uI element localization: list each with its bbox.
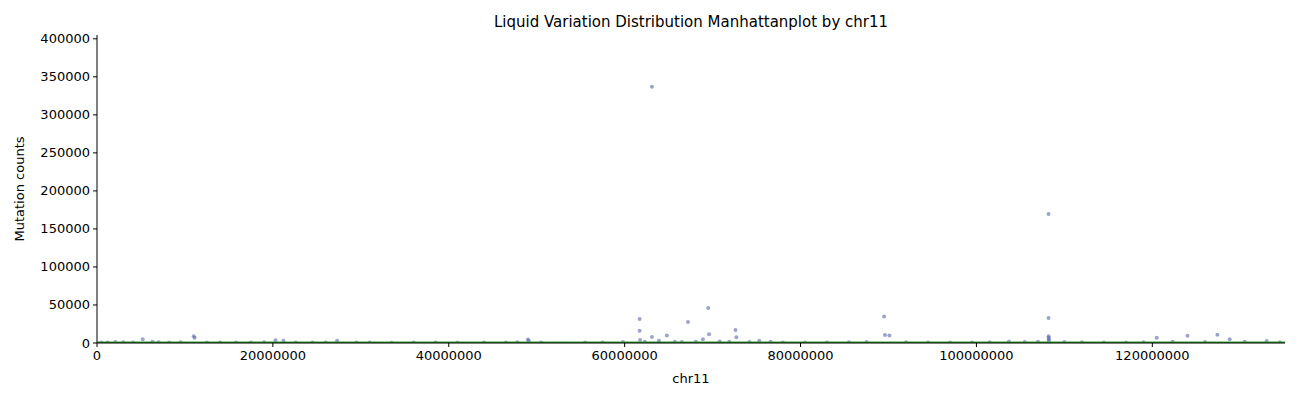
point [1215,333,1219,337]
point [882,314,886,318]
y-tick [93,76,97,77]
x-axis-line [97,343,1285,344]
x-tick-label: 80000000 [767,348,833,363]
x-tick [976,343,977,347]
x-tick-label: 40000000 [416,348,482,363]
point [883,333,887,337]
x-tick [624,343,625,347]
point [686,320,690,324]
point [650,335,654,339]
y-tick-label: 0 [82,336,90,351]
x-tick-label: 0 [93,348,101,363]
x-tick-label: 120000000 [1115,348,1189,363]
x-tick [800,343,801,347]
point [638,338,642,342]
point [665,333,669,337]
point [887,333,891,337]
threshold-line [97,341,1285,343]
y-tick-label: 50000 [49,297,90,312]
y-tick-label: 200000 [40,183,90,198]
x-tick-label: 20000000 [240,348,306,363]
point [1186,334,1190,338]
y-tick-label: 350000 [40,69,90,84]
x-tick-label: 100000000 [939,348,1013,363]
x-tick [448,343,449,347]
x-tick-label: 60000000 [592,348,658,363]
y-tick-label: 150000 [40,221,90,236]
point [707,332,711,336]
point [193,336,197,340]
point [701,337,705,341]
x-tick [97,343,98,347]
y-tick [93,228,97,229]
y-tick [93,152,97,153]
x-axis-label: chr11 [672,371,709,386]
point [706,306,710,310]
chart: 0200000004000000060000000800000001000000… [0,0,1300,400]
point [733,328,737,332]
plot-area [97,85,1285,343]
y-tick [93,343,97,344]
point [734,335,738,339]
y-axis-label: Mutation counts [12,136,27,241]
y-tick-label: 300000 [40,107,90,122]
y-tick [93,38,97,39]
x-tick [272,343,273,347]
point [638,329,642,333]
title: Liquid Variation Distribution Manhattanp… [494,13,888,31]
point [650,85,654,89]
y-tick-label: 400000 [40,31,90,46]
y-tick [93,304,97,305]
y-axis-line [97,35,98,343]
point [1155,336,1159,340]
y-tick [93,114,97,115]
y-tick [93,190,97,191]
point [1228,337,1232,341]
background [0,0,1300,400]
y-tick-label: 100000 [40,259,90,274]
point [638,317,642,321]
x-tick [1152,343,1153,347]
point [1047,316,1051,320]
point [1047,212,1051,216]
y-tick-label: 250000 [40,145,90,160]
y-tick [93,266,97,267]
point [141,337,145,341]
